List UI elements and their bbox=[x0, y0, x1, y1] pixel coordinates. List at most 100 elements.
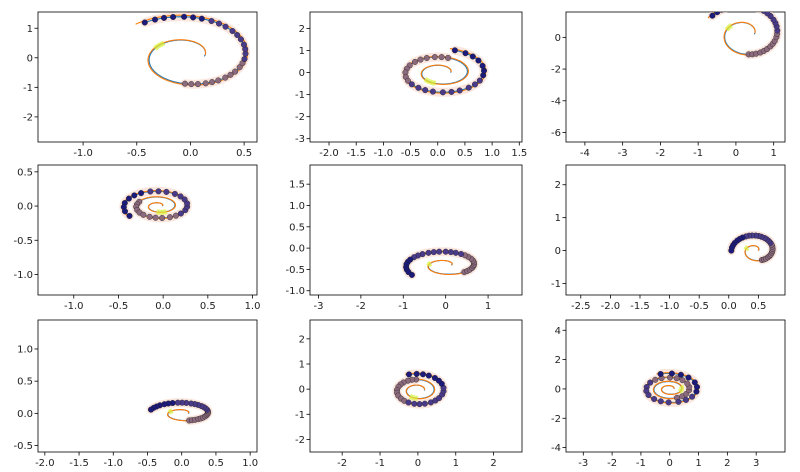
data-point bbox=[126, 212, 133, 219]
x-tick-label: -1.0 bbox=[660, 301, 680, 312]
data-point bbox=[429, 88, 436, 95]
data-point bbox=[683, 396, 690, 403]
data-point bbox=[138, 190, 145, 197]
x-tick-label: -2 bbox=[655, 148, 665, 159]
data-point bbox=[719, 12, 724, 13]
plot-area bbox=[146, 398, 213, 425]
data-point bbox=[431, 54, 438, 61]
x-tick-label: -1.5 bbox=[346, 148, 366, 159]
y-tick-label: -1 bbox=[295, 90, 305, 101]
data-point bbox=[181, 196, 188, 203]
axes-frame bbox=[565, 319, 786, 453]
data-point bbox=[125, 195, 132, 202]
data-point bbox=[146, 213, 153, 220]
data-point bbox=[222, 23, 229, 30]
data-point bbox=[475, 57, 482, 64]
data-point bbox=[408, 271, 415, 278]
data-point bbox=[188, 81, 195, 88]
x-tick-label: 1 bbox=[485, 301, 491, 312]
data-point bbox=[677, 371, 684, 378]
x-tick-label: 0 bbox=[442, 301, 448, 312]
x-tick-label: 0.5 bbox=[208, 458, 224, 469]
x-tick-label: 0.5 bbox=[200, 301, 216, 312]
y-tick-label: -2 bbox=[295, 112, 305, 123]
data-point bbox=[462, 50, 469, 57]
x-tick-label: -1.0 bbox=[64, 301, 84, 312]
data-point bbox=[456, 87, 463, 94]
series-line-orange bbox=[707, 12, 779, 56]
x-tick-label: -1 bbox=[636, 458, 646, 469]
y-tick-label: 0.5 bbox=[289, 222, 305, 233]
data-point bbox=[691, 379, 698, 386]
x-tick-label: 1.5 bbox=[511, 148, 527, 159]
data-point bbox=[416, 401, 423, 408]
x-tick-label: -3 bbox=[313, 301, 323, 312]
y-tick-label: -4 bbox=[551, 443, 561, 454]
data-point bbox=[445, 54, 452, 61]
axes-frame bbox=[309, 319, 523, 453]
axes-frame bbox=[309, 11, 523, 143]
data-point bbox=[447, 249, 454, 256]
y-tick-label: -0.5 bbox=[285, 265, 305, 276]
data-point bbox=[448, 88, 455, 95]
highlight-segment bbox=[153, 40, 166, 51]
x-tick-label: -4 bbox=[580, 148, 590, 159]
highlight-segment bbox=[426, 260, 433, 268]
y-tick-label: 1.0 bbox=[289, 201, 305, 212]
highlight-segment bbox=[156, 209, 168, 215]
y-tick-label: 0 bbox=[299, 68, 305, 79]
highlight-segment bbox=[743, 245, 750, 252]
data-point bbox=[425, 372, 432, 379]
x-tick-label: 1 bbox=[453, 458, 459, 469]
x-tick-label: 1 bbox=[695, 458, 701, 469]
data-point bbox=[234, 32, 241, 39]
x-tick-label: -2.5 bbox=[571, 301, 591, 312]
data-point bbox=[647, 379, 654, 386]
series-line-orange bbox=[403, 47, 487, 94]
x-tick-label: -2.0 bbox=[319, 148, 339, 159]
y-tick-label: 0.5 bbox=[17, 167, 33, 178]
data-point bbox=[215, 20, 222, 27]
data-point bbox=[417, 56, 424, 63]
data-point bbox=[469, 53, 476, 60]
data-point bbox=[215, 77, 222, 84]
x-tick-label: -2.0 bbox=[601, 301, 621, 312]
highlight-segment bbox=[408, 393, 419, 401]
data-point bbox=[685, 374, 692, 381]
data-point bbox=[140, 211, 147, 218]
x-tick-label: -0.5 bbox=[109, 301, 129, 312]
data-point bbox=[190, 14, 197, 21]
x-tick-label: 1.0 bbox=[245, 301, 261, 312]
y-tick-label: 0.5 bbox=[17, 377, 33, 388]
y-tick-label: 0 bbox=[555, 246, 561, 257]
data-point bbox=[438, 54, 445, 61]
data-point bbox=[415, 84, 422, 91]
y-tick-label: -3 bbox=[295, 134, 305, 145]
axes-frame bbox=[565, 164, 786, 296]
plot-area bbox=[400, 45, 489, 97]
y-tick-label: -0.5 bbox=[13, 236, 33, 247]
data-point bbox=[159, 214, 166, 221]
y-tick-label: 1 bbox=[27, 24, 33, 35]
subplot-r2c1: -1.0 -0.5 0.0 0.5 1.0 -1.0 -0.5 0.0 0.5 bbox=[13, 164, 261, 312]
data-point bbox=[479, 62, 486, 69]
y-tick-label: 0 bbox=[299, 385, 305, 396]
y-tick-label: 0.0 bbox=[289, 244, 305, 255]
x-tick-label: -1.0 bbox=[104, 458, 124, 469]
data-point bbox=[652, 376, 659, 383]
x-tick-label: 1 bbox=[770, 148, 776, 159]
data-point bbox=[160, 14, 167, 21]
data-point bbox=[709, 12, 716, 19]
x-tick-label: 2 bbox=[490, 458, 496, 469]
x-tick-label: -2 bbox=[337, 458, 347, 469]
data-point bbox=[684, 380, 691, 387]
data-point bbox=[121, 208, 128, 215]
data-point bbox=[476, 77, 483, 84]
data-point bbox=[170, 13, 177, 20]
axes-frame bbox=[565, 11, 786, 143]
y-tick-label: 1 bbox=[299, 360, 305, 371]
data-point bbox=[442, 248, 449, 255]
x-tick-label: 0.5 bbox=[236, 148, 252, 159]
data-point bbox=[181, 13, 188, 20]
y-tick-label: -1.0 bbox=[285, 286, 305, 297]
